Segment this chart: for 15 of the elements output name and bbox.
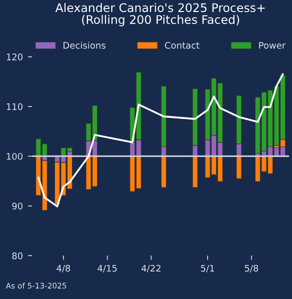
y-tick-label: 80 xyxy=(12,252,22,260)
legend-label: Power xyxy=(259,42,286,49)
legend-label: Contact xyxy=(165,42,200,49)
x-tick-label: 5/1 xyxy=(201,264,214,272)
y-tick-label: 100 xyxy=(6,152,22,160)
y-tick-label: 90 xyxy=(12,202,22,210)
y-tick-label: 110 xyxy=(6,103,22,110)
x-tick-label: 5/8 xyxy=(244,264,258,272)
chart-title: Alexander Canario's 2025 Process+ (Rolling 200 Pitches Faced) xyxy=(55,2,265,26)
line-series xyxy=(37,73,284,208)
legend-label: Decisions xyxy=(64,42,106,49)
x-tick-label: 4/8 xyxy=(56,264,70,272)
x-tick-label: 4/15 xyxy=(98,264,117,272)
x-tick-label: 4/22 xyxy=(142,264,160,272)
y-tick-label: 120 xyxy=(6,54,22,60)
